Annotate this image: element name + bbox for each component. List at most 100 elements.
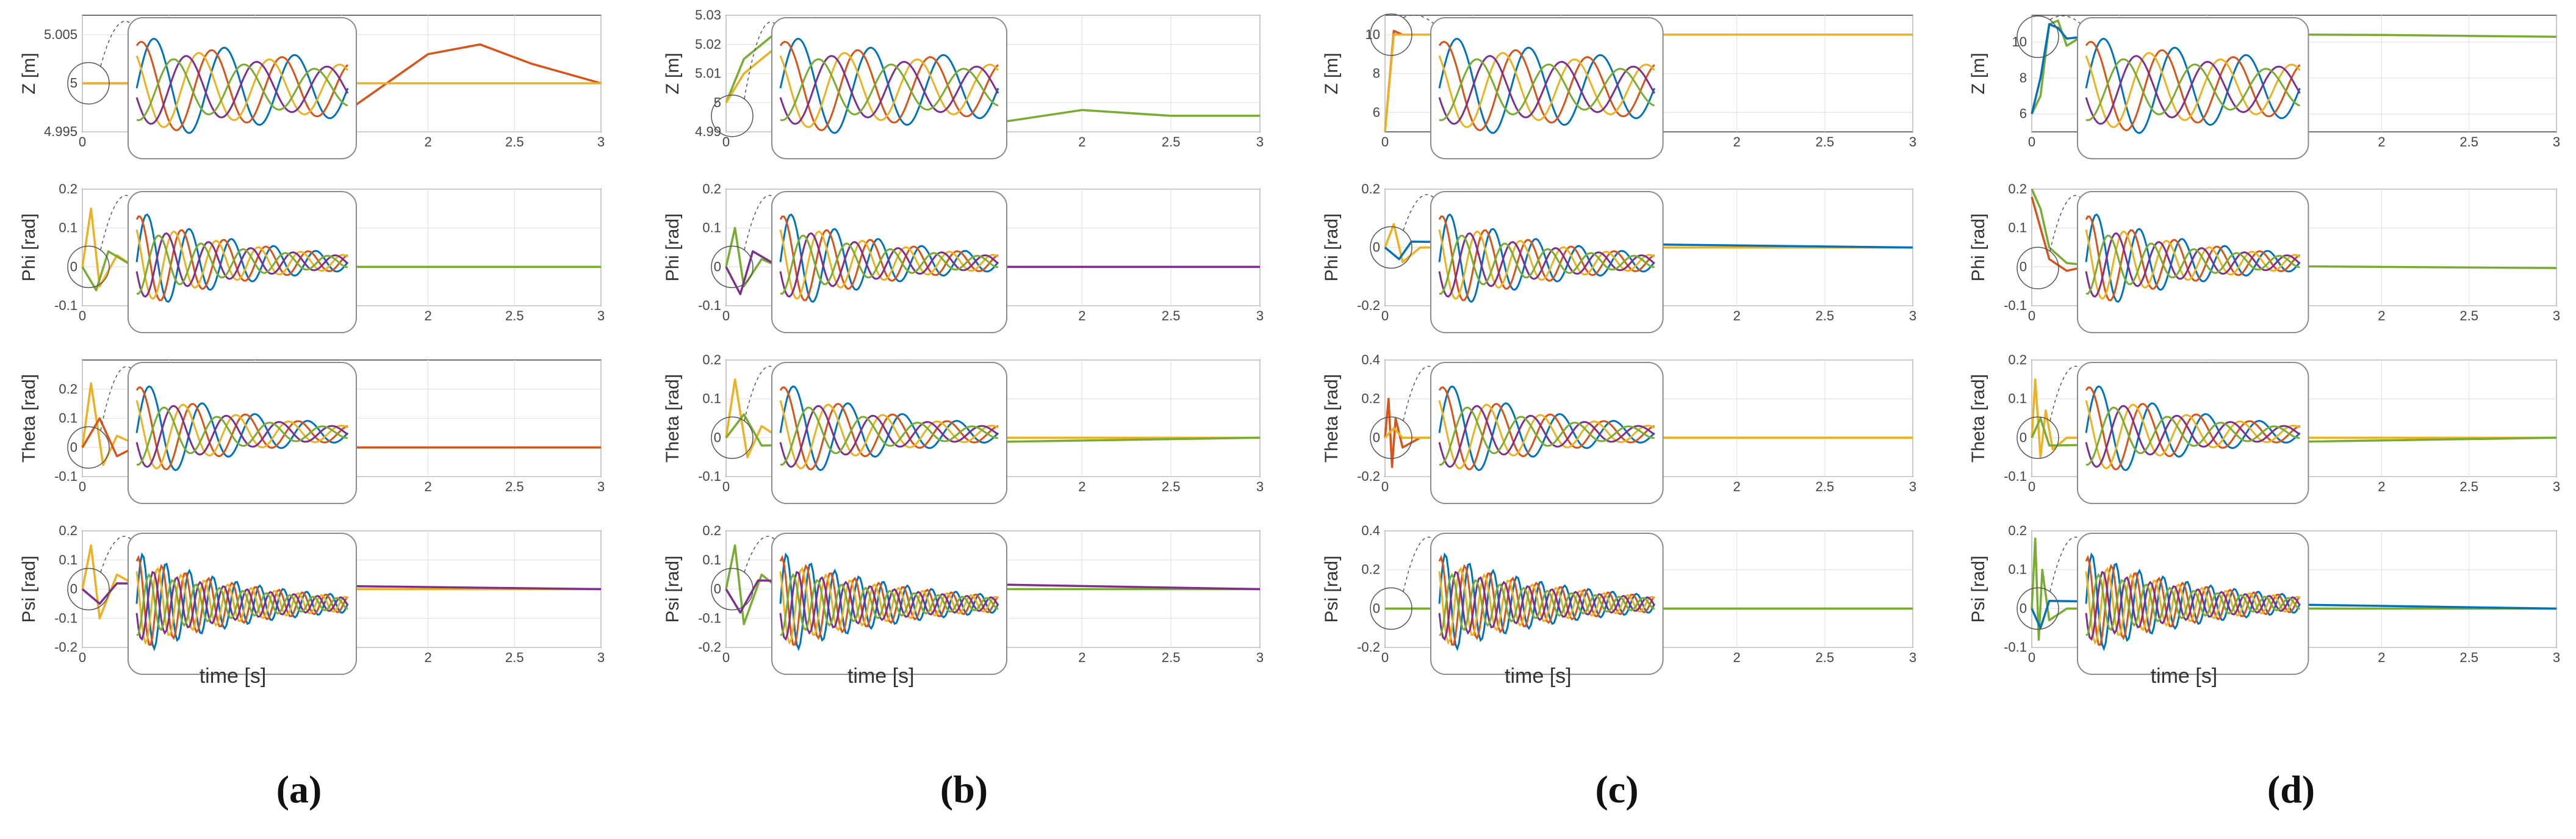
y-tick-label: 0 (1373, 240, 1380, 255)
x-tick-label: 2.5 (1816, 650, 1835, 665)
zoom-inset-trace (2085, 405, 2301, 468)
zoom-inset (2077, 17, 2309, 160)
zoom-connector (2049, 365, 2081, 421)
y-tick-label: 0.2 (702, 352, 721, 367)
series-line (2031, 537, 2556, 641)
zoom-circle (1370, 416, 1412, 459)
zoom-inset-trace (136, 58, 348, 121)
zoom-circle (67, 245, 110, 289)
zoom-inset-trace (135, 213, 349, 303)
zoom-inset-trace (1438, 232, 1655, 298)
zoom-inset-trace (135, 400, 348, 470)
zoom-inset-trace (137, 234, 348, 295)
y-tick-label: 0.2 (2008, 523, 2027, 538)
y-tick-label: 0.2 (702, 181, 721, 196)
x-tick-label: 2.5 (1162, 308, 1181, 323)
y-tick-label: 0.2 (1361, 391, 1380, 406)
y-tick-label: -0.1 (54, 298, 77, 313)
y-tick-label: -0.1 (698, 610, 721, 625)
zoom-inset-trace (2085, 52, 2301, 128)
x-tick-label: 0 (1381, 650, 1389, 665)
series-line (2031, 189, 2557, 270)
zoom-circle (67, 426, 110, 469)
y-tick-label: -0.2 (54, 639, 77, 655)
zoom-inset-trace (135, 385, 349, 472)
x-tick-label: 3 (2553, 308, 2560, 323)
series-line (2031, 378, 2556, 459)
zoom-inset (2077, 533, 2309, 675)
zoom-inset-trace (2085, 58, 2300, 121)
x-tick-label: 0 (722, 308, 730, 323)
y-axis-label: Z [m] (1322, 52, 1342, 94)
zoom-connector (1403, 365, 1434, 421)
y-tick-label: 5.02 (695, 37, 721, 52)
x-tick-label: 2 (1078, 134, 1085, 149)
zoom-inset-trace (780, 58, 999, 121)
x-tick-label: 0 (79, 479, 86, 494)
zoom-inset (771, 533, 1007, 675)
zoom-circle (1370, 587, 1412, 630)
x-tick-label: 0 (722, 134, 730, 149)
x-tick-label: 2 (1078, 650, 1085, 665)
x-tick-label: 2.5 (2459, 308, 2478, 323)
zoom-inset-trace (2085, 37, 2301, 134)
x-tick-label: 2.5 (2459, 650, 2478, 665)
zoom-connector (744, 195, 775, 250)
zoom-inset-trace (135, 41, 349, 131)
y-tick-label: 0.1 (59, 220, 77, 236)
zoom-inset-trace (135, 566, 349, 645)
x-tick-label: 2 (425, 650, 432, 665)
y-tick-label: 5.01 (695, 66, 721, 81)
y-tick-label: 0 (714, 259, 721, 274)
series-line (725, 579, 1261, 614)
zoom-inset (128, 362, 357, 505)
x-tick-label: 2 (2378, 650, 2385, 665)
y-tick-label: 0 (1373, 430, 1380, 445)
panel-label: (b) (940, 768, 988, 811)
y-tick-label: 0 (2020, 430, 2027, 445)
y-tick-label: 5 (70, 75, 77, 90)
zoom-circle (2017, 416, 2059, 459)
x-tick-label: 2.5 (1816, 479, 1835, 494)
zoom-inset-trace (135, 37, 349, 134)
x-tick-label: 3 (597, 650, 605, 665)
y-axis-label: Theta [rad] (1968, 374, 1988, 463)
y-tick-label: 0.1 (702, 220, 721, 236)
x-tick-label: 2 (1078, 479, 1085, 494)
y-tick-label: 10 (1365, 27, 1380, 42)
zoom-inset-trace (779, 213, 999, 303)
y-tick-label: -0.1 (698, 298, 721, 313)
panel-label: (c) (1595, 768, 1638, 811)
zoom-inset-trace (779, 55, 999, 125)
zoom-inset-trace (779, 386, 999, 470)
y-tick-label: -0.1 (54, 610, 77, 625)
panel-label: (a) (276, 768, 322, 811)
zoom-inset-trace (1439, 58, 1655, 121)
zoom-inset-trace (779, 400, 999, 470)
zoom-inset-trace (135, 215, 348, 301)
x-tick-label: 0 (722, 650, 730, 665)
x-tick-label: 2 (2378, 479, 2385, 494)
y-axis-label: Phi [rad] (663, 214, 683, 282)
zoom-inset-trace (2085, 555, 2301, 646)
x-axis-label: time [s] (847, 664, 915, 688)
y-axis-label: Phi [rad] (19, 214, 39, 282)
y-tick-label: -0.2 (698, 639, 721, 655)
zoom-inset-trace (2085, 232, 2301, 298)
x-tick-label: 3 (1256, 134, 1264, 149)
series-line (81, 582, 602, 605)
y-tick-label: 0.2 (59, 523, 77, 538)
y-tick-label: -0.1 (2004, 639, 2027, 655)
y-axis-label: Phi [rad] (1322, 214, 1342, 282)
zoom-inset-trace (1439, 234, 1655, 295)
y-tick-label: 0 (70, 582, 77, 597)
zoom-circle (711, 567, 754, 611)
zoom-connector (100, 21, 132, 67)
y-tick-label: 8 (2020, 70, 2027, 85)
